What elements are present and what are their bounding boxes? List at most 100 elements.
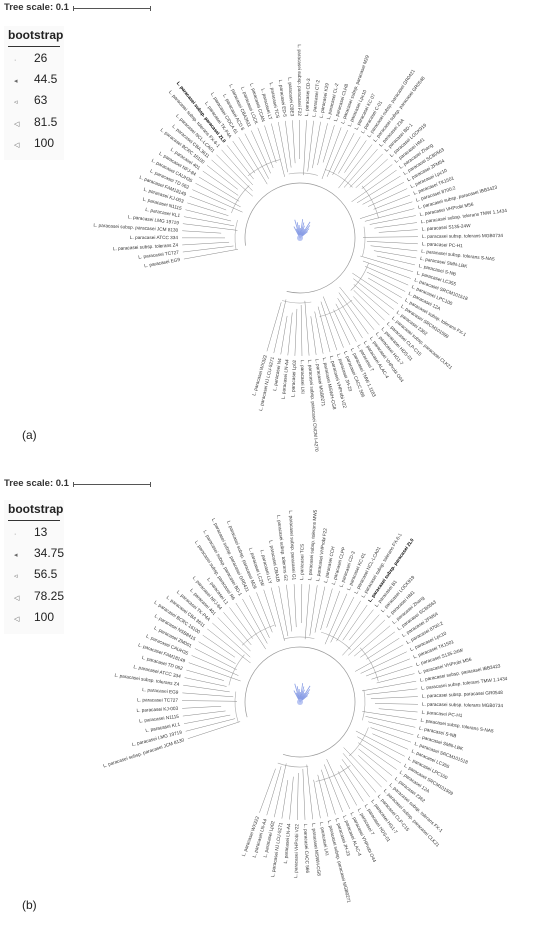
phylogenetic-tree: L. paracasei subsp. paracasei JCM 8130L.… (102, 509, 508, 904)
leaf-branch (362, 260, 411, 279)
leaf-branch (286, 584, 293, 632)
leaf-branch (257, 127, 274, 169)
tree-scale-label: Tree scale: 0.1 (4, 2, 69, 13)
leaf-branch (341, 759, 371, 798)
leaf-branch (244, 133, 269, 179)
clade-arc (247, 159, 281, 177)
leaf-branch (357, 736, 402, 764)
leaf-branch (365, 658, 410, 677)
leaf-branch (365, 716, 416, 728)
leaf-branch (183, 248, 239, 260)
root-node (297, 235, 303, 241)
leaf-branch (183, 216, 235, 227)
leaf-branch (221, 149, 253, 186)
leaf-branch (185, 718, 236, 732)
leaf-branch (183, 684, 230, 693)
leaf-branch (348, 619, 386, 656)
leaf-branch (364, 208, 415, 222)
leaf-branch (349, 153, 383, 188)
leaf-branch (266, 766, 282, 816)
leaf-branch (278, 585, 289, 637)
leaf-branch (313, 779, 321, 819)
leaf-branch (376, 255, 415, 266)
leaf-branch (302, 768, 306, 820)
leaf-label: L. paracasei subsp. tolerans Z4 (113, 242, 179, 251)
leaf-branch (378, 708, 418, 713)
leaf-branch (287, 312, 293, 356)
leaf-branch (198, 641, 236, 664)
panel-a: Tree scale: 0.1 bootstrap · 26 ◂ 44.5 ◃ 63 … (0, 0, 550, 465)
leaf-branch (339, 286, 375, 330)
leaf-branch (300, 304, 303, 356)
leaf-branch (285, 120, 292, 168)
leaf-branch (320, 301, 338, 351)
leaf-branch (338, 144, 373, 189)
legend-value: 56.5 (34, 567, 58, 581)
leaf-branch (362, 182, 405, 205)
leaf-label: L. paracasei MGB0271 (314, 358, 326, 407)
leaf-branch (348, 609, 374, 641)
leaf-branch (266, 302, 282, 352)
leaf-label: L. paracasei EG9 (142, 687, 179, 695)
leaf-branch (310, 316, 317, 355)
leaf-branch (259, 768, 276, 813)
leaf-branch (317, 306, 331, 353)
leaf-branch (369, 215, 416, 225)
leaf-branch (361, 164, 393, 189)
leaf-label: L. paracasei N1115 (139, 714, 180, 724)
leaf-branch (202, 170, 239, 196)
leaf-branch (340, 765, 364, 802)
clade-arc (324, 169, 353, 188)
panel-label: (a) (22, 428, 37, 442)
leaf-branch (354, 625, 391, 657)
leaf-label: L. paracasei LN-A4 (280, 359, 289, 400)
leaf-branch (235, 602, 266, 650)
leaf-branch (212, 622, 251, 658)
leaf-label: L. paracasei subsp. paracasei G1 (288, 510, 297, 580)
leaf-label: L. paracasei subsp. tolerans MGB0734 (422, 702, 504, 709)
legend-divider (8, 520, 60, 521)
leaf-branch (314, 311, 324, 354)
leaf-branch (294, 308, 298, 356)
leaf-label: L. paracasei TC727 (138, 250, 180, 260)
leaf-branch (314, 586, 326, 633)
leaf-branch (365, 266, 409, 286)
tree-scale-label: Tree scale: 0.1 (4, 478, 69, 489)
leaf-branch (271, 123, 285, 177)
legend-marker: · (14, 531, 17, 538)
leaf-branch (194, 648, 237, 671)
leaf-branch (326, 590, 340, 628)
legend-marker: ◁ (14, 595, 20, 602)
leaf-branch (361, 680, 417, 692)
leaf-label: L. paracasei CT-2 (311, 79, 320, 117)
leaf-branch (358, 748, 393, 776)
legend-marker: ◃ (14, 573, 18, 580)
leaf-label: L. paracasei subsp. paracasei F22 (297, 44, 302, 116)
legend-value: 78.25 (34, 589, 65, 603)
leaf-branch (372, 733, 409, 750)
leaf-branch (358, 742, 397, 770)
leaf-label: L. paracasei TC727 (137, 697, 178, 702)
leaf-branch (274, 763, 287, 818)
leaf-branch (374, 703, 418, 705)
leaf-branch (366, 688, 418, 695)
tree-branches (181, 120, 418, 356)
leaf-branch (353, 296, 380, 326)
leaf-branch (366, 638, 400, 660)
leaf-branch (184, 677, 227, 687)
leaf-branch (376, 673, 415, 684)
legend-value: 34.75 (34, 546, 65, 560)
leaf-branch (304, 584, 310, 640)
leaf-branch (359, 201, 413, 219)
leaf-branch (192, 189, 243, 213)
legend-value: 13 (34, 525, 48, 539)
leaf-branch (355, 158, 388, 189)
clade-arc (349, 727, 369, 757)
clade-arc (277, 762, 309, 768)
clade-arc (362, 689, 366, 721)
leaf-label: L. paracasei CD-3 (304, 78, 311, 116)
leaf-branch (353, 278, 395, 310)
leaf-branch (323, 296, 344, 348)
leaf-label: L. paracasei CACC 566 (303, 824, 310, 874)
